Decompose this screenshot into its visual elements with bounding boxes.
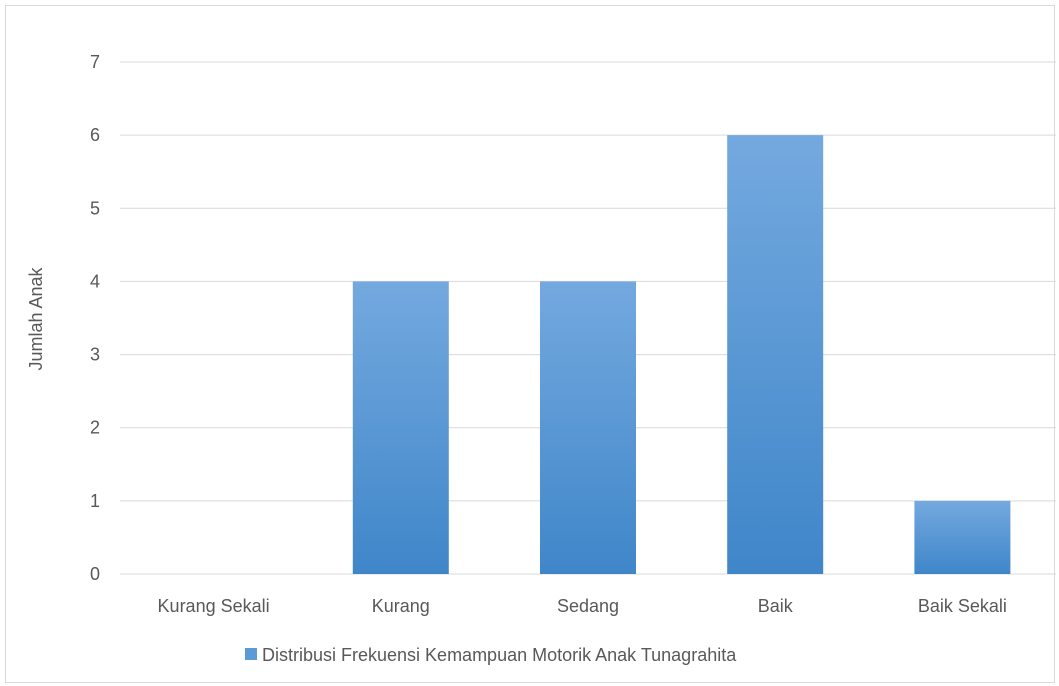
bar-kurang xyxy=(352,281,449,574)
x-tick-label: Baik Sekali xyxy=(918,596,1007,616)
x-tick-label: Baik xyxy=(758,596,794,616)
legend-swatch xyxy=(245,648,257,660)
y-axis-ticks: 0 1 2 3 4 5 6 7 xyxy=(90,52,100,584)
y-tick-label: 6 xyxy=(90,125,100,145)
x-tick-label: Kurang Sekali xyxy=(158,596,270,616)
y-tick-label: 7 xyxy=(90,52,100,72)
y-tick-label: 5 xyxy=(90,198,100,218)
x-tick-label: Kurang xyxy=(372,596,430,616)
y-tick-label: 0 xyxy=(90,564,100,584)
chart-frame xyxy=(5,5,1055,683)
bar-baik xyxy=(727,135,824,574)
bar-sedang xyxy=(540,281,636,574)
y-tick-label: 2 xyxy=(90,418,100,438)
bar-baik-sekali xyxy=(914,500,1011,574)
x-axis-ticks: Kurang Sekali Kurang Sedang Baik Baik Sekali xyxy=(158,596,1007,616)
y-tick-label: 4 xyxy=(90,271,100,291)
bars xyxy=(352,135,1011,574)
y-tick-label: 3 xyxy=(90,345,100,365)
y-tick-label: 1 xyxy=(90,491,100,511)
legend: Distribusi Frekuensi Kemampuan Motorik A… xyxy=(245,645,737,665)
x-tick-label: Sedang xyxy=(557,596,619,616)
legend-label: Distribusi Frekuensi Kemampuan Motorik A… xyxy=(262,645,737,665)
y-axis-title: Jumlah Anak xyxy=(26,266,46,370)
